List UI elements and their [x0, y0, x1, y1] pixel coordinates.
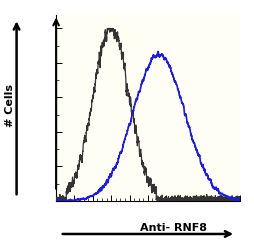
Text: # Cells: # Cells [5, 84, 15, 127]
Text: Anti- RNF8: Anti- RNF8 [139, 223, 206, 233]
